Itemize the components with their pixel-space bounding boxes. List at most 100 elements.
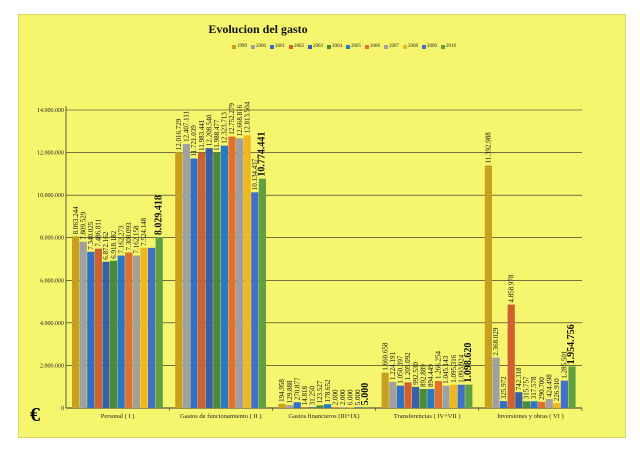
data-label: 1.954.756 <box>566 324 577 364</box>
bar <box>545 398 553 408</box>
bar <box>79 241 87 408</box>
bar <box>484 165 492 408</box>
data-label: 2.368.029 <box>492 327 500 356</box>
y-tick-label: 12.000.000 <box>37 151 64 157</box>
data-label: 226.910 <box>553 378 561 401</box>
data-label: 290.700 <box>538 377 546 400</box>
data-label: 5.000 <box>360 383 371 406</box>
x-tick-label: Personal ( I ) <box>101 413 135 420</box>
bar <box>316 405 324 408</box>
data-label: 7.340.025 <box>87 221 95 250</box>
bar <box>560 380 568 408</box>
legend-label: 2004 <box>332 44 342 49</box>
bar <box>205 148 213 408</box>
x-tick-label: Inversiones y obras ( VI ) <box>497 413 564 420</box>
bar <box>515 392 523 408</box>
y-tick-label: 4.000.000 <box>40 321 64 327</box>
data-label: 194.958 <box>278 379 286 402</box>
data-label: 7.809.529 <box>79 211 87 240</box>
data-label: 31.250 <box>309 385 317 405</box>
data-label: 1.045.143 <box>442 355 450 384</box>
data-label: 6.918.182 <box>110 230 118 259</box>
chart-title: Evolucion del gasto <box>208 22 308 36</box>
bar <box>190 158 198 408</box>
legend-item: 2005 <box>346 44 361 49</box>
data-label: 742.318 <box>515 367 523 390</box>
bar <box>87 251 95 408</box>
bar <box>538 401 546 408</box>
data-label: 317.578 <box>530 376 538 399</box>
legend-label: 2007 <box>389 44 399 49</box>
bar <box>110 260 118 408</box>
bar <box>427 388 435 408</box>
legend-swatch <box>384 44 388 49</box>
legend-swatch <box>346 44 350 49</box>
bar <box>132 255 140 408</box>
legend-label: 2000 <box>256 44 266 49</box>
legend-swatch <box>308 44 312 49</box>
data-label: 12.813.504 <box>243 101 251 133</box>
data-label: 1.205.092 <box>404 352 412 381</box>
bar <box>522 401 530 408</box>
data-label: 12.407.111 <box>183 110 191 141</box>
legend-label: 2001 <box>275 44 285 49</box>
bar <box>500 401 508 408</box>
data-label: 892.889 <box>419 364 427 387</box>
legend-item: 2007 <box>384 44 399 49</box>
bar <box>236 138 244 408</box>
legend-swatch <box>289 44 293 49</box>
y-tick-label: 2.000.000 <box>40 363 64 369</box>
y-tick-label: 14.000.000 <box>37 108 64 114</box>
legend: 1999 2000 2001 2002 2003 2004 2005 2006 2007 2008… <box>232 44 456 49</box>
data-label: 4.858.978 <box>507 274 515 303</box>
x-tick-label: Gastos financieros (III+IX) <box>288 413 359 420</box>
legend-label: 2002 <box>294 44 304 49</box>
legend-item: 2004 <box>327 44 342 49</box>
data-label: 11.721.039 <box>190 125 198 157</box>
legend-swatch <box>365 44 369 49</box>
bar <box>346 407 354 408</box>
bar <box>286 405 294 408</box>
data-label: 5.000 <box>354 389 362 405</box>
data-label: 12.016.729 <box>175 118 183 150</box>
bar <box>457 384 465 408</box>
bar <box>125 252 133 408</box>
bar <box>324 404 332 408</box>
legend-item: 1999 <box>232 44 247 49</box>
data-label: 7.162.158 <box>133 225 141 254</box>
bar <box>258 178 266 408</box>
legend-label: 2006 <box>370 44 380 49</box>
legend-item: 2002 <box>289 44 304 49</box>
data-label: 12.668.816 <box>236 104 244 136</box>
data-label: 8.029.418 <box>153 195 164 235</box>
legend-swatch <box>251 44 255 49</box>
data-label: 11.988.477 <box>213 119 221 151</box>
bar <box>175 152 183 408</box>
bar <box>381 372 389 408</box>
data-label: 1.285.501 <box>561 350 569 379</box>
legend-label: 1999 <box>237 44 247 49</box>
data-label: 14.818 <box>301 385 309 405</box>
legend-swatch <box>232 44 236 49</box>
x-tick-label: Transferencias ( IV+VII ) <box>394 413 461 420</box>
y-tick-label: 0 <box>61 406 64 412</box>
data-label: 129.888 <box>286 380 294 403</box>
y-tick-label: 10.000.000 <box>37 193 64 199</box>
bar <box>117 255 125 408</box>
data-label: 894.449 <box>427 364 435 387</box>
legend-label: 2003 <box>313 44 323 49</box>
y-tick-label: 6.000.000 <box>40 278 64 284</box>
data-label: 7.162.273 <box>117 225 125 254</box>
bar <box>308 407 316 408</box>
data-label: 10.134.437 <box>251 158 259 190</box>
bar <box>568 366 576 408</box>
bar <box>507 304 515 408</box>
data-label: 6.000 <box>347 389 355 405</box>
legend-label: 2009 <box>427 44 437 49</box>
data-label: 10.774.441 <box>257 132 268 177</box>
bar <box>553 403 561 408</box>
legend-label: 2008 <box>408 44 418 49</box>
bar <box>530 401 538 408</box>
data-label: 7.524.148 <box>140 217 148 246</box>
